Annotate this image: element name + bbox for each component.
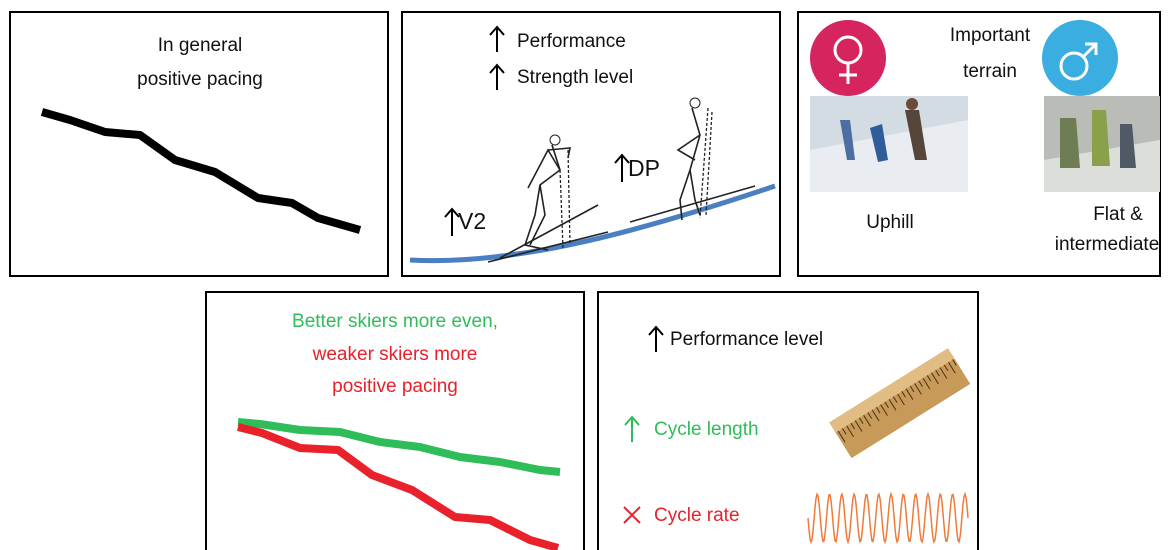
- panel-skier-levels: Better skiers more even, weaker skiers m…: [206, 292, 584, 550]
- male-icon: [1042, 20, 1118, 96]
- panel-text: terrain: [963, 61, 1017, 82]
- page: In general positive pacing Performance S…: [0, 0, 1168, 550]
- photo-flat: [1044, 96, 1160, 192]
- panel-general-pacing: In general positive pacing: [10, 12, 388, 276]
- panel-text: Better skiers more even,: [292, 311, 498, 332]
- photo-uphill: [810, 96, 968, 192]
- panel-text: positive pacing: [332, 376, 458, 397]
- panel-text: positive pacing: [137, 69, 263, 90]
- panel-text: intermediate: [1055, 234, 1160, 255]
- technique-label: V2: [458, 208, 486, 234]
- panel-text: weaker skiers more: [312, 344, 478, 365]
- panel-text: Performance level: [670, 329, 823, 350]
- panel-text: Cycle length: [654, 419, 759, 440]
- panel-terrain: Important terrain Uphill Flat & intermed…: [798, 12, 1160, 276]
- panel-strength: Performance Strength level: [402, 12, 780, 276]
- panel-text: Important: [950, 25, 1031, 46]
- female-icon: [810, 20, 886, 96]
- panel-text: Cycle rate: [654, 505, 740, 526]
- technique-label: DP: [628, 155, 660, 181]
- panel-text: Performance: [517, 31, 626, 52]
- figure: In general positive pacing Performance S…: [0, 0, 1168, 550]
- panel-text: In general: [158, 35, 243, 56]
- panel-text: Flat &: [1093, 204, 1143, 225]
- panel-text: Strength level: [517, 67, 633, 88]
- panel-cycle: Performance level Cycle length Cycle rat…: [598, 292, 978, 550]
- panel-text: Uphill: [866, 212, 914, 233]
